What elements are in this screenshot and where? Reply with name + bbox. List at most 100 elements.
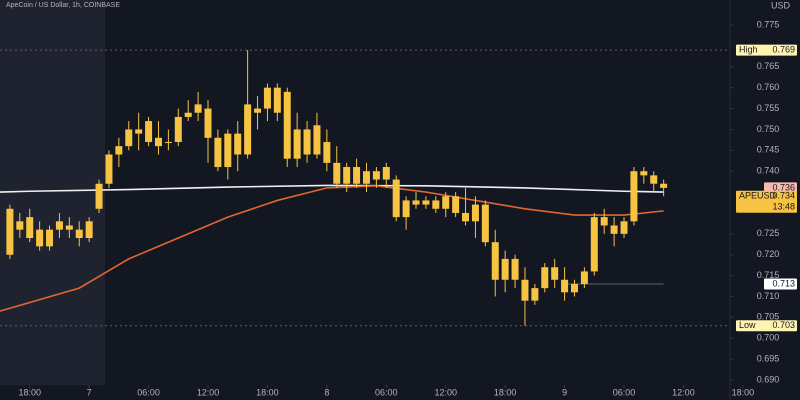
price-label-value: 0.713 [772, 278, 795, 288]
candle-body [135, 129, 143, 134]
price-label-countdown: 13:48 [772, 202, 795, 212]
currency: USD [771, 0, 791, 10]
candle-body [630, 171, 638, 222]
x-tick-label: 18:00 [732, 387, 755, 397]
price-label-value: 0.769 [772, 44, 795, 54]
x-tick-label: 12:00 [197, 387, 220, 397]
candle-body [382, 167, 390, 180]
candle-body [561, 279, 569, 293]
session-shade [0, 0, 105, 385]
candle-body [105, 154, 113, 184]
y-tick-label: 0.700 [757, 333, 780, 343]
candle-body [432, 200, 440, 209]
y-tick-label: 0.715 [757, 270, 780, 280]
candle-body [471, 204, 479, 222]
candle-body [164, 141, 172, 143]
x-tick-label: 18:00 [494, 387, 517, 397]
candle-body [333, 162, 341, 184]
candle-body [273, 87, 281, 113]
candle-body [362, 171, 370, 184]
price-label-value: 0.703 [772, 320, 795, 330]
candle-body [293, 129, 301, 159]
price-label-box [764, 182, 797, 194]
candle-body [372, 171, 380, 180]
y-tick-label: 0.695 [757, 353, 780, 363]
y-tick-label: 0.755 [757, 103, 780, 113]
y-tick-label: 0.705 [757, 312, 780, 322]
y-tick-label: 0.710 [757, 291, 780, 301]
y-tick-label: 0.740 [757, 166, 780, 176]
candle-body [353, 167, 361, 184]
candle-body [26, 217, 34, 239]
candle-body [204, 108, 212, 138]
x-tick-label: 12:00 [434, 387, 457, 397]
candle-body [541, 267, 549, 289]
candle-body [303, 129, 311, 155]
candle-body [620, 221, 628, 234]
candle-body [85, 221, 93, 239]
candle-body [600, 217, 608, 226]
candle-body [214, 137, 222, 168]
candle-body [75, 229, 83, 239]
candle-body [422, 200, 430, 205]
candle-body [55, 221, 63, 230]
x-tick-label: 8 [324, 387, 329, 397]
candle-body [392, 179, 400, 218]
candle-body [412, 200, 420, 205]
candle-body [145, 121, 153, 142]
candle-body [491, 242, 499, 280]
candle-body [531, 288, 539, 301]
x-tick-label: 12:00 [672, 387, 695, 397]
y-tick-label: 0.745 [757, 145, 780, 155]
y-tick-label: 0.690 [757, 374, 780, 384]
price-label-name: Low [739, 320, 756, 330]
candle-body [184, 112, 192, 117]
candle-body [254, 108, 262, 113]
candle-body [283, 91, 291, 159]
candle-body [580, 271, 588, 284]
candle-body [640, 171, 648, 176]
candle-body [402, 200, 410, 218]
candle-body [244, 104, 252, 155]
candle-body [570, 283, 578, 293]
candle-body [16, 221, 24, 230]
candle-body [125, 129, 133, 147]
candle-body [323, 141, 331, 163]
candle-body [521, 279, 529, 301]
y-tick-label: 0.760 [757, 82, 780, 92]
candle-body [452, 196, 460, 213]
candle-body [610, 225, 618, 234]
x-tick-label: 06:00 [613, 387, 636, 397]
candle-body [46, 229, 54, 247]
price-label-box [736, 190, 797, 213]
candle-body [36, 229, 44, 247]
x-tick-label: 18:00 [18, 387, 41, 397]
price-label-box [736, 44, 797, 56]
candle-body [194, 104, 202, 113]
candle-body [6, 208, 14, 255]
candle-body [590, 217, 598, 272]
x-tick-label: 7 [87, 387, 92, 397]
candle-body [65, 225, 73, 230]
moving-average [0, 184, 664, 193]
price-label-value: 0.734 [772, 191, 795, 201]
price-label-box [764, 278, 797, 290]
candle-body [95, 183, 103, 209]
candle-body [263, 87, 271, 109]
price-label-value: 0.736 [772, 182, 795, 192]
candle-body [481, 204, 489, 243]
x-tick-label: 18:00 [256, 387, 279, 397]
candle-body [501, 258, 509, 280]
candle-body [224, 133, 232, 168]
y-tick-label: 0.720 [757, 249, 780, 259]
price-label-name: APEUSD [739, 191, 777, 201]
candle-body [551, 267, 559, 280]
candle-body [174, 116, 182, 142]
chart-title: ApeCoin / US Dollar, 1h, COINBASE [6, 2, 120, 9]
candle-body [234, 133, 242, 155]
x-tick-label: 9 [562, 387, 567, 397]
y-tick-label: 0.775 [757, 19, 780, 29]
